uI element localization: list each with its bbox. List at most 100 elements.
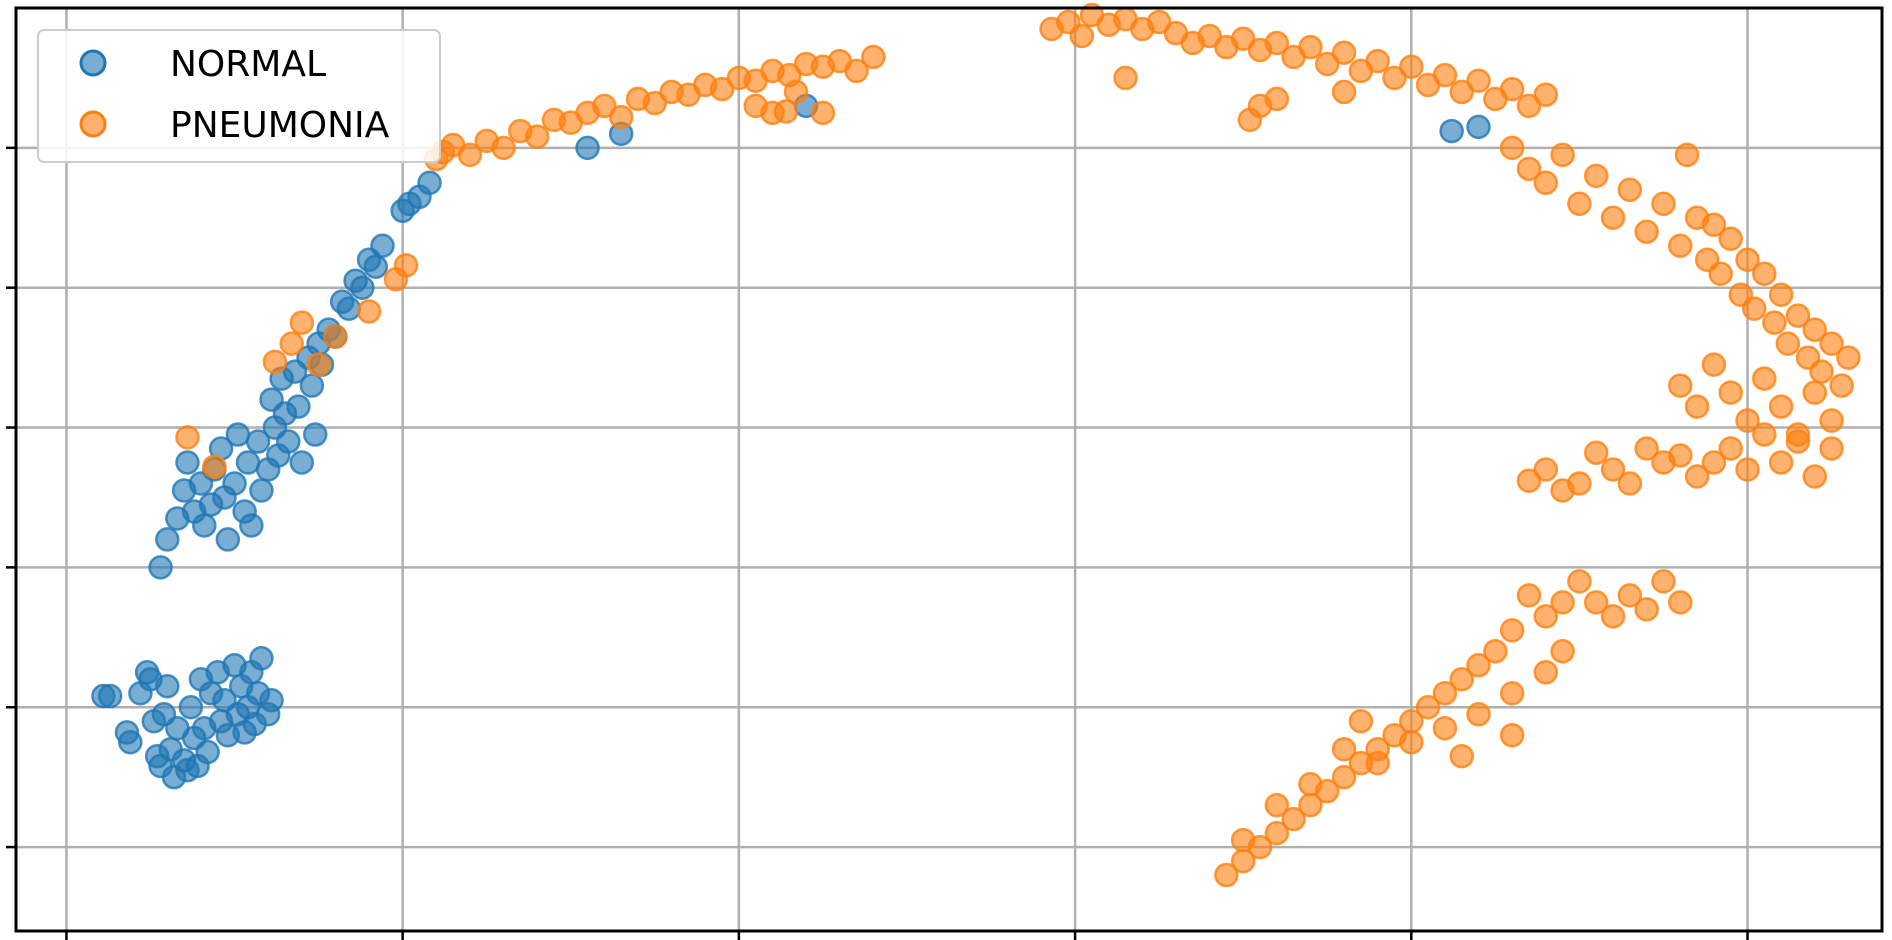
point-normal <box>299 373 325 398</box>
point-pneumonia <box>1432 681 1458 706</box>
point-pneumonia <box>1533 660 1559 685</box>
point-pneumonia <box>1449 743 1474 769</box>
point-pneumonia <box>1331 79 1357 105</box>
point-pneumonia <box>175 425 200 450</box>
point-pneumonia <box>1365 48 1390 74</box>
point-normal <box>225 422 251 447</box>
point-pneumonia <box>773 99 799 124</box>
point-pneumonia <box>1785 429 1811 454</box>
point-pneumonia <box>1483 639 1508 664</box>
point-normal <box>249 646 274 671</box>
point-normal <box>336 296 362 321</box>
point-pneumonia <box>1775 331 1801 356</box>
point-normal <box>575 135 600 161</box>
point-pneumonia <box>1741 296 1767 321</box>
point-pneumonia <box>1298 771 1323 797</box>
point-normal <box>1439 118 1464 144</box>
legend-label-normal: NORMAL <box>170 44 326 85</box>
point-pneumonia <box>1634 597 1659 622</box>
point-pneumonia <box>1466 701 1491 727</box>
point-pneumonia <box>1449 79 1474 105</box>
point-normal <box>350 275 375 300</box>
point-pneumonia <box>1583 163 1609 189</box>
point-pneumonia <box>1331 764 1357 790</box>
point-pneumonia <box>1449 667 1474 692</box>
point-pneumonia <box>1499 681 1525 706</box>
point-pneumonia <box>1237 107 1263 133</box>
point-pneumonia <box>1550 639 1575 664</box>
point-normal <box>118 729 143 755</box>
point-normal <box>249 478 274 503</box>
point-normal <box>286 394 311 419</box>
point-pneumonia <box>709 76 735 102</box>
point-pneumonia <box>1617 583 1643 608</box>
point-normal <box>239 513 264 538</box>
point-normal <box>302 422 328 447</box>
point-normal <box>1466 114 1491 140</box>
legend-marker-normal <box>79 49 107 77</box>
point-pneumonia <box>1348 708 1374 734</box>
point-pneumonia <box>1567 191 1592 217</box>
point-pneumonia <box>1399 729 1424 755</box>
point-pneumonia <box>1264 820 1290 846</box>
point-pneumonia <box>1069 23 1095 49</box>
point-pneumonia <box>491 135 516 161</box>
legend-box <box>37 29 441 163</box>
point-pneumonia <box>1600 457 1626 482</box>
point-pneumonia <box>1708 261 1733 286</box>
point-pneumonia <box>743 93 768 119</box>
point-pneumonia <box>457 142 483 168</box>
point-normal <box>192 513 217 538</box>
point-pneumonia <box>1432 715 1458 741</box>
point-pneumonia <box>1668 233 1693 258</box>
point-pneumonia <box>1684 464 1710 489</box>
point-pneumonia <box>1567 569 1592 594</box>
point-pneumonia <box>1365 750 1390 776</box>
point-pneumonia <box>1762 310 1787 335</box>
point-pneumonia <box>1550 590 1575 615</box>
point-pneumonia <box>861 44 886 70</box>
point-pneumonia <box>1752 366 1777 391</box>
legend-marker-pneumonia <box>79 110 107 138</box>
point-normal <box>178 694 204 720</box>
point-pneumonia <box>1651 191 1676 217</box>
point-pneumonia <box>1768 282 1794 307</box>
point-pneumonia <box>306 352 331 377</box>
point-pneumonia <box>1298 34 1323 60</box>
point-pneumonia <box>1674 142 1700 168</box>
point-pneumonia <box>1668 373 1693 398</box>
point-pneumonia <box>1802 380 1828 405</box>
point-pneumonia <box>1230 26 1256 52</box>
point-pneumonia <box>1735 247 1760 272</box>
point-pneumonia <box>202 454 227 479</box>
point-pneumonia <box>1718 226 1743 251</box>
point-normal <box>363 254 389 279</box>
point-pneumonia <box>289 310 315 335</box>
point-pneumonia <box>524 124 550 149</box>
point-pneumonia <box>1533 82 1559 107</box>
point-pneumonia <box>1735 408 1760 433</box>
point-pneumonia <box>1785 303 1811 328</box>
point-pneumonia <box>1264 30 1290 56</box>
point-pneumonia <box>1809 359 1834 384</box>
point-pneumonia <box>608 104 634 130</box>
point-pneumonia <box>1684 394 1710 419</box>
point-pneumonia <box>262 349 288 375</box>
point-pneumonia <box>1819 331 1844 356</box>
point-normal <box>259 688 284 713</box>
point-pneumonia <box>1752 261 1777 286</box>
point-normal <box>148 555 173 580</box>
point-pneumonia <box>1516 93 1542 119</box>
point-pneumonia <box>1499 135 1525 161</box>
point-normal <box>276 429 301 454</box>
point-normal <box>155 527 180 552</box>
point-normal <box>155 674 180 699</box>
point-pneumonia <box>1516 468 1542 493</box>
point-pneumonia <box>1146 9 1172 35</box>
point-pneumonia <box>1113 65 1138 91</box>
point-pneumonia <box>1668 443 1693 468</box>
point-pneumonia <box>1802 317 1828 342</box>
point-pneumonia <box>783 79 809 105</box>
point-pneumonia <box>1516 583 1542 608</box>
